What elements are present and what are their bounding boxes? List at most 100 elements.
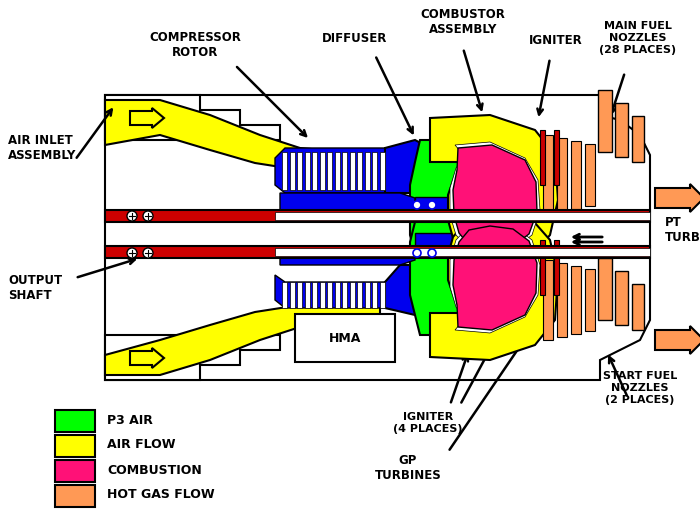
Bar xyxy=(282,152,287,190)
Circle shape xyxy=(428,249,436,257)
Bar xyxy=(319,152,325,190)
Polygon shape xyxy=(275,275,400,308)
Bar xyxy=(105,246,650,258)
Bar xyxy=(335,152,339,190)
Circle shape xyxy=(127,211,137,221)
Bar xyxy=(304,152,309,190)
Bar xyxy=(543,260,553,340)
Text: COMBUSTION: COMBUSTION xyxy=(107,464,202,476)
FancyArrow shape xyxy=(130,108,164,128)
Text: AIR FLOW: AIR FLOW xyxy=(107,439,176,451)
Bar xyxy=(571,266,581,334)
Circle shape xyxy=(413,249,421,257)
Bar xyxy=(372,282,377,308)
Bar xyxy=(415,233,515,248)
Polygon shape xyxy=(410,140,525,270)
Text: HOT GAS FLOW: HOT GAS FLOW xyxy=(107,489,215,501)
Bar xyxy=(105,210,650,222)
Text: AIR INLET
ASSEMBLY: AIR INLET ASSEMBLY xyxy=(8,134,76,162)
Bar xyxy=(335,282,339,308)
Bar xyxy=(349,152,354,190)
Text: START FUEL
NOZZLES
(2 PLACES): START FUEL NOZZLES (2 PLACES) xyxy=(603,371,677,405)
Polygon shape xyxy=(280,193,415,210)
Text: OUTPUT
SHAFT: OUTPUT SHAFT xyxy=(8,274,62,302)
Bar xyxy=(632,284,644,330)
Polygon shape xyxy=(275,148,400,193)
Polygon shape xyxy=(453,145,537,249)
Bar xyxy=(543,135,553,215)
Polygon shape xyxy=(385,140,435,193)
Polygon shape xyxy=(280,248,415,265)
Bar xyxy=(554,130,559,185)
Bar xyxy=(540,240,545,295)
Text: PT
TURBINE: PT TURBINE xyxy=(665,216,700,244)
Polygon shape xyxy=(450,223,540,333)
Bar xyxy=(327,282,332,308)
Bar xyxy=(357,152,362,190)
Text: DIFFUSER: DIFFUSER xyxy=(322,31,388,45)
Bar xyxy=(632,116,644,162)
Bar xyxy=(415,197,515,212)
Bar xyxy=(571,141,581,209)
Bar xyxy=(554,240,559,295)
Bar xyxy=(540,130,545,185)
Bar xyxy=(312,282,317,308)
Bar xyxy=(365,152,370,190)
Bar xyxy=(295,314,395,362)
Circle shape xyxy=(143,248,153,258)
Polygon shape xyxy=(410,207,525,335)
Text: GP
TURBINES: GP TURBINES xyxy=(374,454,442,482)
FancyArrow shape xyxy=(655,326,700,354)
Polygon shape xyxy=(105,95,650,380)
Text: COMPRESSOR
ROTOR: COMPRESSOR ROTOR xyxy=(149,31,241,59)
Text: COMBUSTOR
ASSEMBLY: COMBUSTOR ASSEMBLY xyxy=(421,8,505,36)
Bar xyxy=(55,485,95,507)
Circle shape xyxy=(413,201,421,209)
Text: HMA: HMA xyxy=(329,331,361,345)
FancyArrow shape xyxy=(130,348,164,368)
Polygon shape xyxy=(430,115,558,260)
Bar xyxy=(282,282,287,308)
Bar xyxy=(357,282,362,308)
Bar xyxy=(349,282,354,308)
Bar xyxy=(319,282,325,308)
Bar xyxy=(598,258,612,320)
Circle shape xyxy=(127,248,137,258)
Polygon shape xyxy=(105,100,380,175)
Bar xyxy=(342,152,347,190)
Bar xyxy=(297,282,302,308)
Bar xyxy=(379,152,384,190)
Bar xyxy=(365,282,370,308)
Polygon shape xyxy=(105,95,280,140)
Bar xyxy=(55,410,95,432)
Bar xyxy=(615,103,628,157)
Bar xyxy=(290,282,295,308)
Bar xyxy=(290,152,295,190)
Bar xyxy=(55,435,95,457)
Bar xyxy=(615,271,628,325)
Text: IGNITER
(4 PLACES): IGNITER (4 PLACES) xyxy=(393,412,463,434)
Text: P3 AIR: P3 AIR xyxy=(107,414,153,426)
Polygon shape xyxy=(385,265,435,315)
Bar xyxy=(372,152,377,190)
Circle shape xyxy=(143,211,153,221)
Circle shape xyxy=(428,201,436,209)
Polygon shape xyxy=(430,215,558,360)
Bar xyxy=(379,282,384,308)
Text: MAIN FUEL
NOZZLES
(28 PLACES): MAIN FUEL NOZZLES (28 PLACES) xyxy=(599,21,677,55)
Polygon shape xyxy=(105,300,380,375)
Bar xyxy=(557,138,567,212)
Text: IGNITER: IGNITER xyxy=(529,33,583,47)
Polygon shape xyxy=(453,226,537,330)
Bar xyxy=(275,212,650,220)
Bar xyxy=(342,282,347,308)
Bar xyxy=(55,460,95,482)
Bar xyxy=(598,90,612,152)
Polygon shape xyxy=(450,142,540,252)
FancyArrow shape xyxy=(655,184,700,212)
Bar xyxy=(312,152,317,190)
Bar xyxy=(304,282,309,308)
Bar xyxy=(327,152,332,190)
Polygon shape xyxy=(105,335,280,380)
Bar xyxy=(585,269,595,331)
